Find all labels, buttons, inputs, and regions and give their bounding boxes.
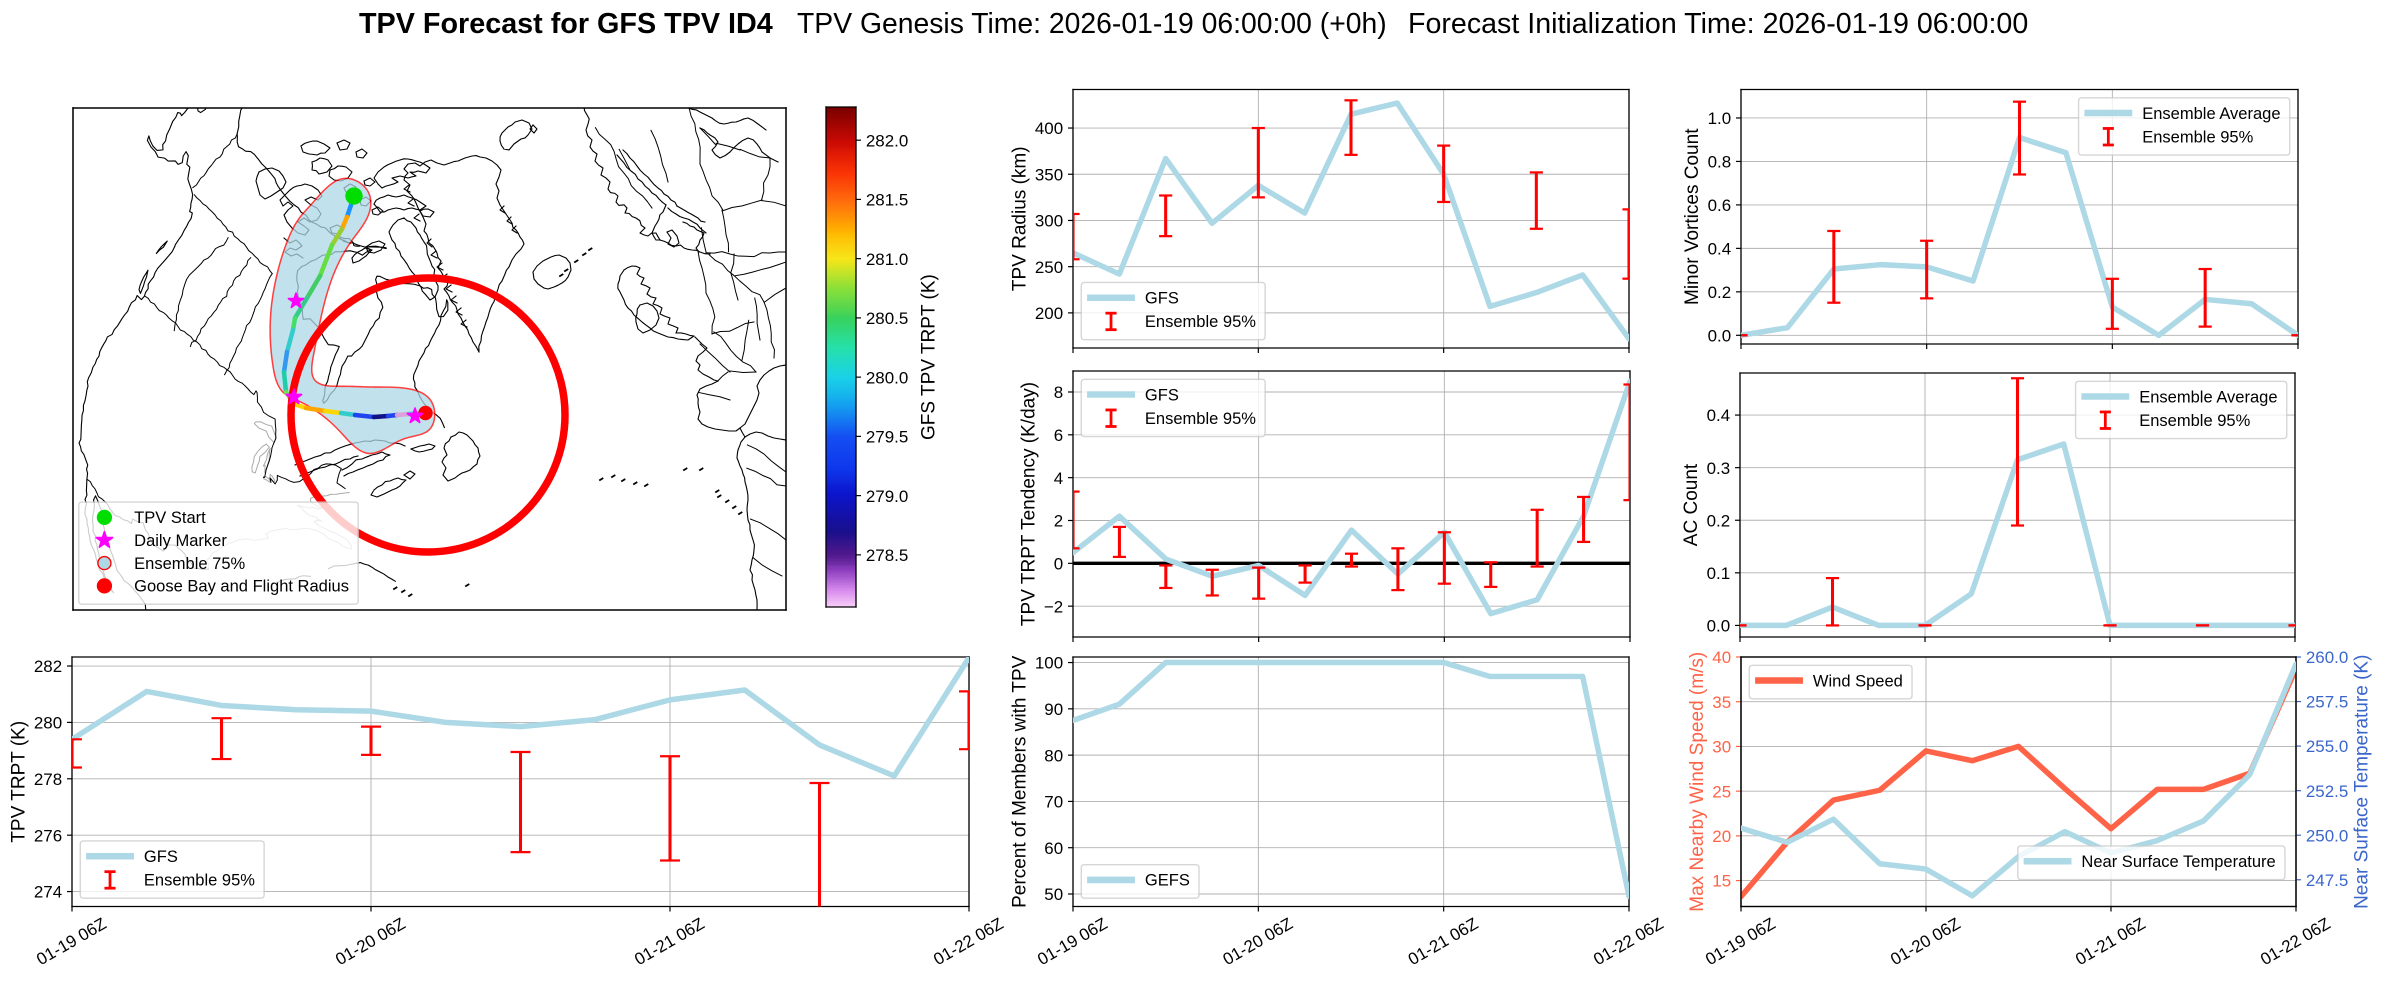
svg-text:4: 4 <box>1054 469 1063 488</box>
svg-text:281.0: 281.0 <box>866 250 908 269</box>
svg-text:Goose Bay and Flight Radius: Goose Bay and Flight Radius <box>134 577 349 596</box>
svg-text:TPV Forecast for GFS TPV ID4: TPV Forecast for GFS TPV ID4 <box>359 8 773 40</box>
svg-text:GFS: GFS <box>1145 385 1179 404</box>
svg-text:GFS: GFS <box>1145 289 1179 308</box>
svg-text:6: 6 <box>1054 426 1063 445</box>
svg-text:Ensemble 95%: Ensemble 95% <box>1145 409 1256 428</box>
svg-text:0.0: 0.0 <box>1707 617 1731 636</box>
svg-text:282: 282 <box>34 657 62 676</box>
svg-text:255.0: 255.0 <box>2306 737 2348 756</box>
svg-text:247.5: 247.5 <box>2306 871 2348 890</box>
svg-text:Ensemble Average: Ensemble Average <box>2142 104 2280 123</box>
svg-text:35: 35 <box>1712 693 1731 712</box>
svg-text:AC Count: AC Count <box>1681 463 1702 546</box>
svg-text:0.6: 0.6 <box>1708 196 1732 215</box>
svg-text:274: 274 <box>34 883 62 902</box>
svg-text:Ensemble 75%: Ensemble 75% <box>134 554 245 573</box>
svg-text:252.5: 252.5 <box>2306 782 2348 801</box>
svg-text:15: 15 <box>1712 872 1731 891</box>
svg-text:TPV Genesis Time: 2026-01-19 0: TPV Genesis Time: 2026-01-19 06:00:00 (+… <box>797 8 1387 40</box>
svg-text:30: 30 <box>1712 738 1731 757</box>
svg-text:Ensemble 95%: Ensemble 95% <box>2142 128 2253 147</box>
svg-text:GFS TPV TRPT (K): GFS TPV TRPT (K) <box>918 274 939 440</box>
svg-text:−2: −2 <box>1044 597 1063 616</box>
svg-text:90: 90 <box>1044 700 1063 719</box>
svg-text:278: 278 <box>34 770 62 789</box>
svg-text:300: 300 <box>1035 212 1063 231</box>
svg-text:Percent of Members with TPV: Percent of Members with TPV <box>1009 655 1030 908</box>
svg-text:280.5: 280.5 <box>866 309 908 328</box>
svg-text:Near Surface Temperature: Near Surface Temperature <box>2081 852 2275 871</box>
svg-text:282.0: 282.0 <box>866 131 908 150</box>
svg-text:TPV TRPT Tendency (K/day): TPV TRPT Tendency (K/day) <box>1018 382 1039 626</box>
svg-text:50: 50 <box>1044 885 1063 904</box>
svg-text:2: 2 <box>1054 512 1063 531</box>
svg-text:0.8: 0.8 <box>1708 153 1732 172</box>
svg-text:Minor Vortices Count: Minor Vortices Count <box>1682 128 1703 305</box>
svg-text:0: 0 <box>1054 554 1063 573</box>
svg-text:GFS: GFS <box>144 847 178 866</box>
svg-text:Daily Marker: Daily Marker <box>134 531 227 550</box>
svg-text:0.4: 0.4 <box>1708 240 1732 259</box>
svg-text:350: 350 <box>1035 165 1063 184</box>
svg-text:Ensemble Average: Ensemble Average <box>2139 387 2277 406</box>
svg-text:Forecast Initialization Time:: Forecast Initialization Time: 2026-01-19… <box>1408 8 2028 40</box>
svg-text:0.1: 0.1 <box>1707 564 1731 583</box>
svg-text:279.0: 279.0 <box>866 487 908 506</box>
svg-text:257.5: 257.5 <box>2306 693 2348 712</box>
svg-text:80: 80 <box>1044 746 1063 765</box>
svg-text:260.0: 260.0 <box>2306 648 2348 667</box>
svg-text:25: 25 <box>1712 782 1731 801</box>
svg-text:Max Nearby Wind Speed (m/s): Max Nearby Wind Speed (m/s) <box>1687 652 1708 912</box>
svg-text:200: 200 <box>1035 304 1063 323</box>
svg-text:278.5: 278.5 <box>866 546 908 565</box>
svg-text:281.5: 281.5 <box>866 191 908 210</box>
svg-text:60: 60 <box>1044 839 1063 858</box>
svg-text:280: 280 <box>34 714 62 733</box>
svg-text:GEFS: GEFS <box>1145 871 1190 890</box>
svg-text:Wind Speed: Wind Speed <box>1813 671 1903 690</box>
svg-text:Near Surface Temperature (K): Near Surface Temperature (K) <box>2352 655 2373 909</box>
svg-text:0.2: 0.2 <box>1708 283 1732 302</box>
svg-text:TPV Start: TPV Start <box>134 508 206 527</box>
svg-text:0.0: 0.0 <box>1708 326 1732 345</box>
svg-text:Ensemble 95%: Ensemble 95% <box>2139 411 2250 430</box>
svg-text:TPV TRPT (K): TPV TRPT (K) <box>8 721 29 843</box>
svg-text:279.5: 279.5 <box>866 428 908 447</box>
svg-text:250.0: 250.0 <box>2306 826 2348 845</box>
svg-text:280.0: 280.0 <box>866 368 908 387</box>
svg-text:400: 400 <box>1035 119 1063 138</box>
svg-text:TPV Radius (km): TPV Radius (km) <box>1009 146 1030 291</box>
svg-text:250: 250 <box>1035 258 1063 277</box>
svg-text:0.4: 0.4 <box>1707 406 1731 425</box>
svg-text:40: 40 <box>1712 648 1731 667</box>
svg-text:0.3: 0.3 <box>1707 459 1731 478</box>
svg-text:Ensemble 95%: Ensemble 95% <box>1145 312 1256 331</box>
svg-text:70: 70 <box>1044 793 1063 812</box>
svg-text:1.0: 1.0 <box>1708 109 1732 128</box>
svg-text:Ensemble 95%: Ensemble 95% <box>144 871 255 890</box>
svg-text:0.2: 0.2 <box>1707 511 1731 530</box>
svg-text:20: 20 <box>1712 827 1731 846</box>
svg-text:276: 276 <box>34 826 62 845</box>
svg-text:100: 100 <box>1035 654 1063 673</box>
svg-text:8: 8 <box>1054 383 1063 402</box>
